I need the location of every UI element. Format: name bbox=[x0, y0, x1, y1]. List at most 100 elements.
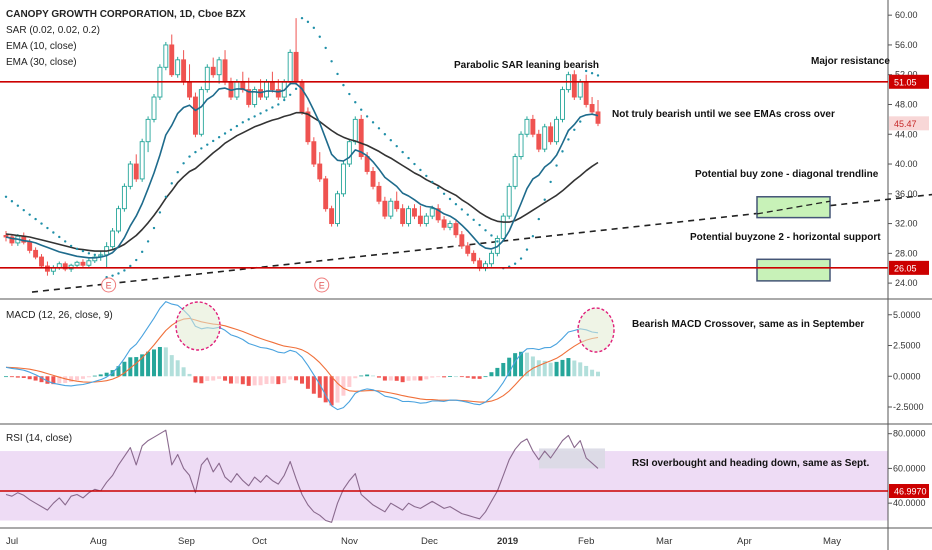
sar-dot bbox=[413, 162, 416, 166]
macd-histogram-bar bbox=[566, 358, 571, 377]
candle-body bbox=[530, 118, 536, 135]
macd-histogram-bar bbox=[430, 376, 435, 378]
sar-dot bbox=[306, 20, 310, 24]
candle-body bbox=[583, 81, 589, 105]
candle-body bbox=[471, 252, 477, 262]
macd-histogram-bar bbox=[199, 376, 204, 384]
macd-histogram-bar bbox=[4, 376, 8, 378]
sar-dot bbox=[135, 258, 138, 262]
sar-dot bbox=[425, 174, 428, 178]
candle bbox=[210, 57, 216, 78]
candle-body bbox=[305, 111, 311, 143]
candle-body bbox=[252, 89, 258, 105]
last-price-label: 45.47 bbox=[894, 119, 917, 129]
macd-histogram-bar bbox=[323, 376, 328, 403]
macd-histogram-bar bbox=[21, 376, 26, 378]
sar-dot bbox=[229, 128, 233, 131]
sar-dot bbox=[531, 235, 535, 238]
candle bbox=[198, 86, 204, 137]
candle bbox=[86, 258, 92, 268]
candle-body bbox=[275, 89, 281, 98]
sar-dot bbox=[46, 226, 49, 230]
macd-histogram-bar bbox=[359, 375, 364, 377]
candle-body bbox=[417, 215, 423, 225]
candle bbox=[311, 137, 317, 168]
candle bbox=[33, 247, 39, 260]
candle-body bbox=[577, 81, 583, 98]
candle bbox=[110, 228, 116, 249]
macd-histogram-bar bbox=[134, 357, 139, 377]
sar-dot bbox=[52, 231, 55, 234]
macd-crossover-circle-feb bbox=[577, 307, 615, 353]
sar-dot bbox=[478, 223, 481, 227]
sar-dot bbox=[241, 121, 244, 124]
candle-body bbox=[145, 118, 151, 143]
candle bbox=[500, 213, 506, 242]
candle bbox=[412, 204, 417, 220]
candle-body bbox=[127, 163, 133, 187]
candle-body bbox=[139, 141, 145, 180]
sar-dot bbox=[164, 195, 168, 198]
macd-histogram-bar bbox=[282, 376, 287, 384]
macd-histogram-bar bbox=[80, 376, 85, 379]
macd-histogram-bar bbox=[270, 376, 275, 384]
macd-histogram-bar bbox=[365, 374, 370, 377]
macd-histogram-bar bbox=[519, 351, 524, 377]
macd-histogram-bar bbox=[542, 360, 547, 377]
candle bbox=[74, 260, 80, 269]
sar-dot bbox=[75, 247, 79, 251]
candle bbox=[299, 79, 305, 115]
macd-histogram-bar bbox=[86, 376, 91, 378]
macd-histogram-bar bbox=[317, 376, 322, 398]
candle-body bbox=[133, 163, 139, 180]
candle-body bbox=[512, 156, 518, 187]
sar-dot bbox=[117, 272, 120, 275]
macd-histogram-bar bbox=[75, 376, 80, 381]
candle-body bbox=[222, 59, 228, 83]
rsi-tick-label: 60.0000 bbox=[893, 463, 926, 473]
candle bbox=[340, 161, 346, 197]
sar-dot bbox=[152, 226, 156, 230]
candle-body bbox=[323, 178, 329, 210]
candle bbox=[530, 114, 536, 138]
macd-histogram-bar bbox=[169, 355, 174, 377]
price-tick-label: 48.00 bbox=[895, 99, 918, 109]
candle-body bbox=[441, 219, 447, 228]
candle-body bbox=[311, 141, 317, 165]
rsi-tick-label: 80.0000 bbox=[893, 429, 926, 439]
sar-dot bbox=[253, 115, 256, 118]
candle-body bbox=[500, 215, 506, 239]
candle-body bbox=[548, 126, 554, 143]
candle-body bbox=[287, 51, 293, 83]
sar-dot bbox=[360, 108, 363, 111]
macd-histogram-bar bbox=[477, 376, 482, 379]
sar-dot bbox=[146, 240, 150, 243]
macd-histogram-bar bbox=[15, 376, 20, 378]
sar-dot bbox=[158, 211, 162, 214]
macd-histogram-bar bbox=[448, 376, 452, 377]
resistance-price-label: 51.05 bbox=[894, 77, 917, 87]
candle-body bbox=[33, 249, 39, 258]
earnings-marker-label: E bbox=[319, 281, 325, 291]
macd-tick-label: 5.0000 bbox=[893, 310, 921, 320]
candle-body bbox=[216, 59, 222, 76]
sar-dot bbox=[318, 35, 321, 38]
candle-body bbox=[192, 96, 198, 135]
candle bbox=[394, 191, 400, 212]
candle-body bbox=[346, 141, 352, 165]
time-tick-label: Oct bbox=[252, 536, 267, 547]
macd-histogram-bar bbox=[104, 372, 109, 377]
time-tick-label: Feb bbox=[578, 536, 594, 547]
sar-dot bbox=[188, 155, 191, 158]
sar-dot bbox=[294, 87, 298, 91]
candle bbox=[589, 97, 595, 115]
macd-histogram-bar bbox=[335, 376, 340, 403]
candle-body bbox=[169, 44, 175, 76]
candle bbox=[506, 183, 512, 220]
macd-histogram-bar bbox=[39, 376, 44, 383]
macd-histogram-bar bbox=[341, 376, 346, 396]
candle-body bbox=[518, 133, 524, 158]
sar-dot bbox=[389, 139, 392, 142]
macd-signal-line bbox=[5, 317, 599, 403]
